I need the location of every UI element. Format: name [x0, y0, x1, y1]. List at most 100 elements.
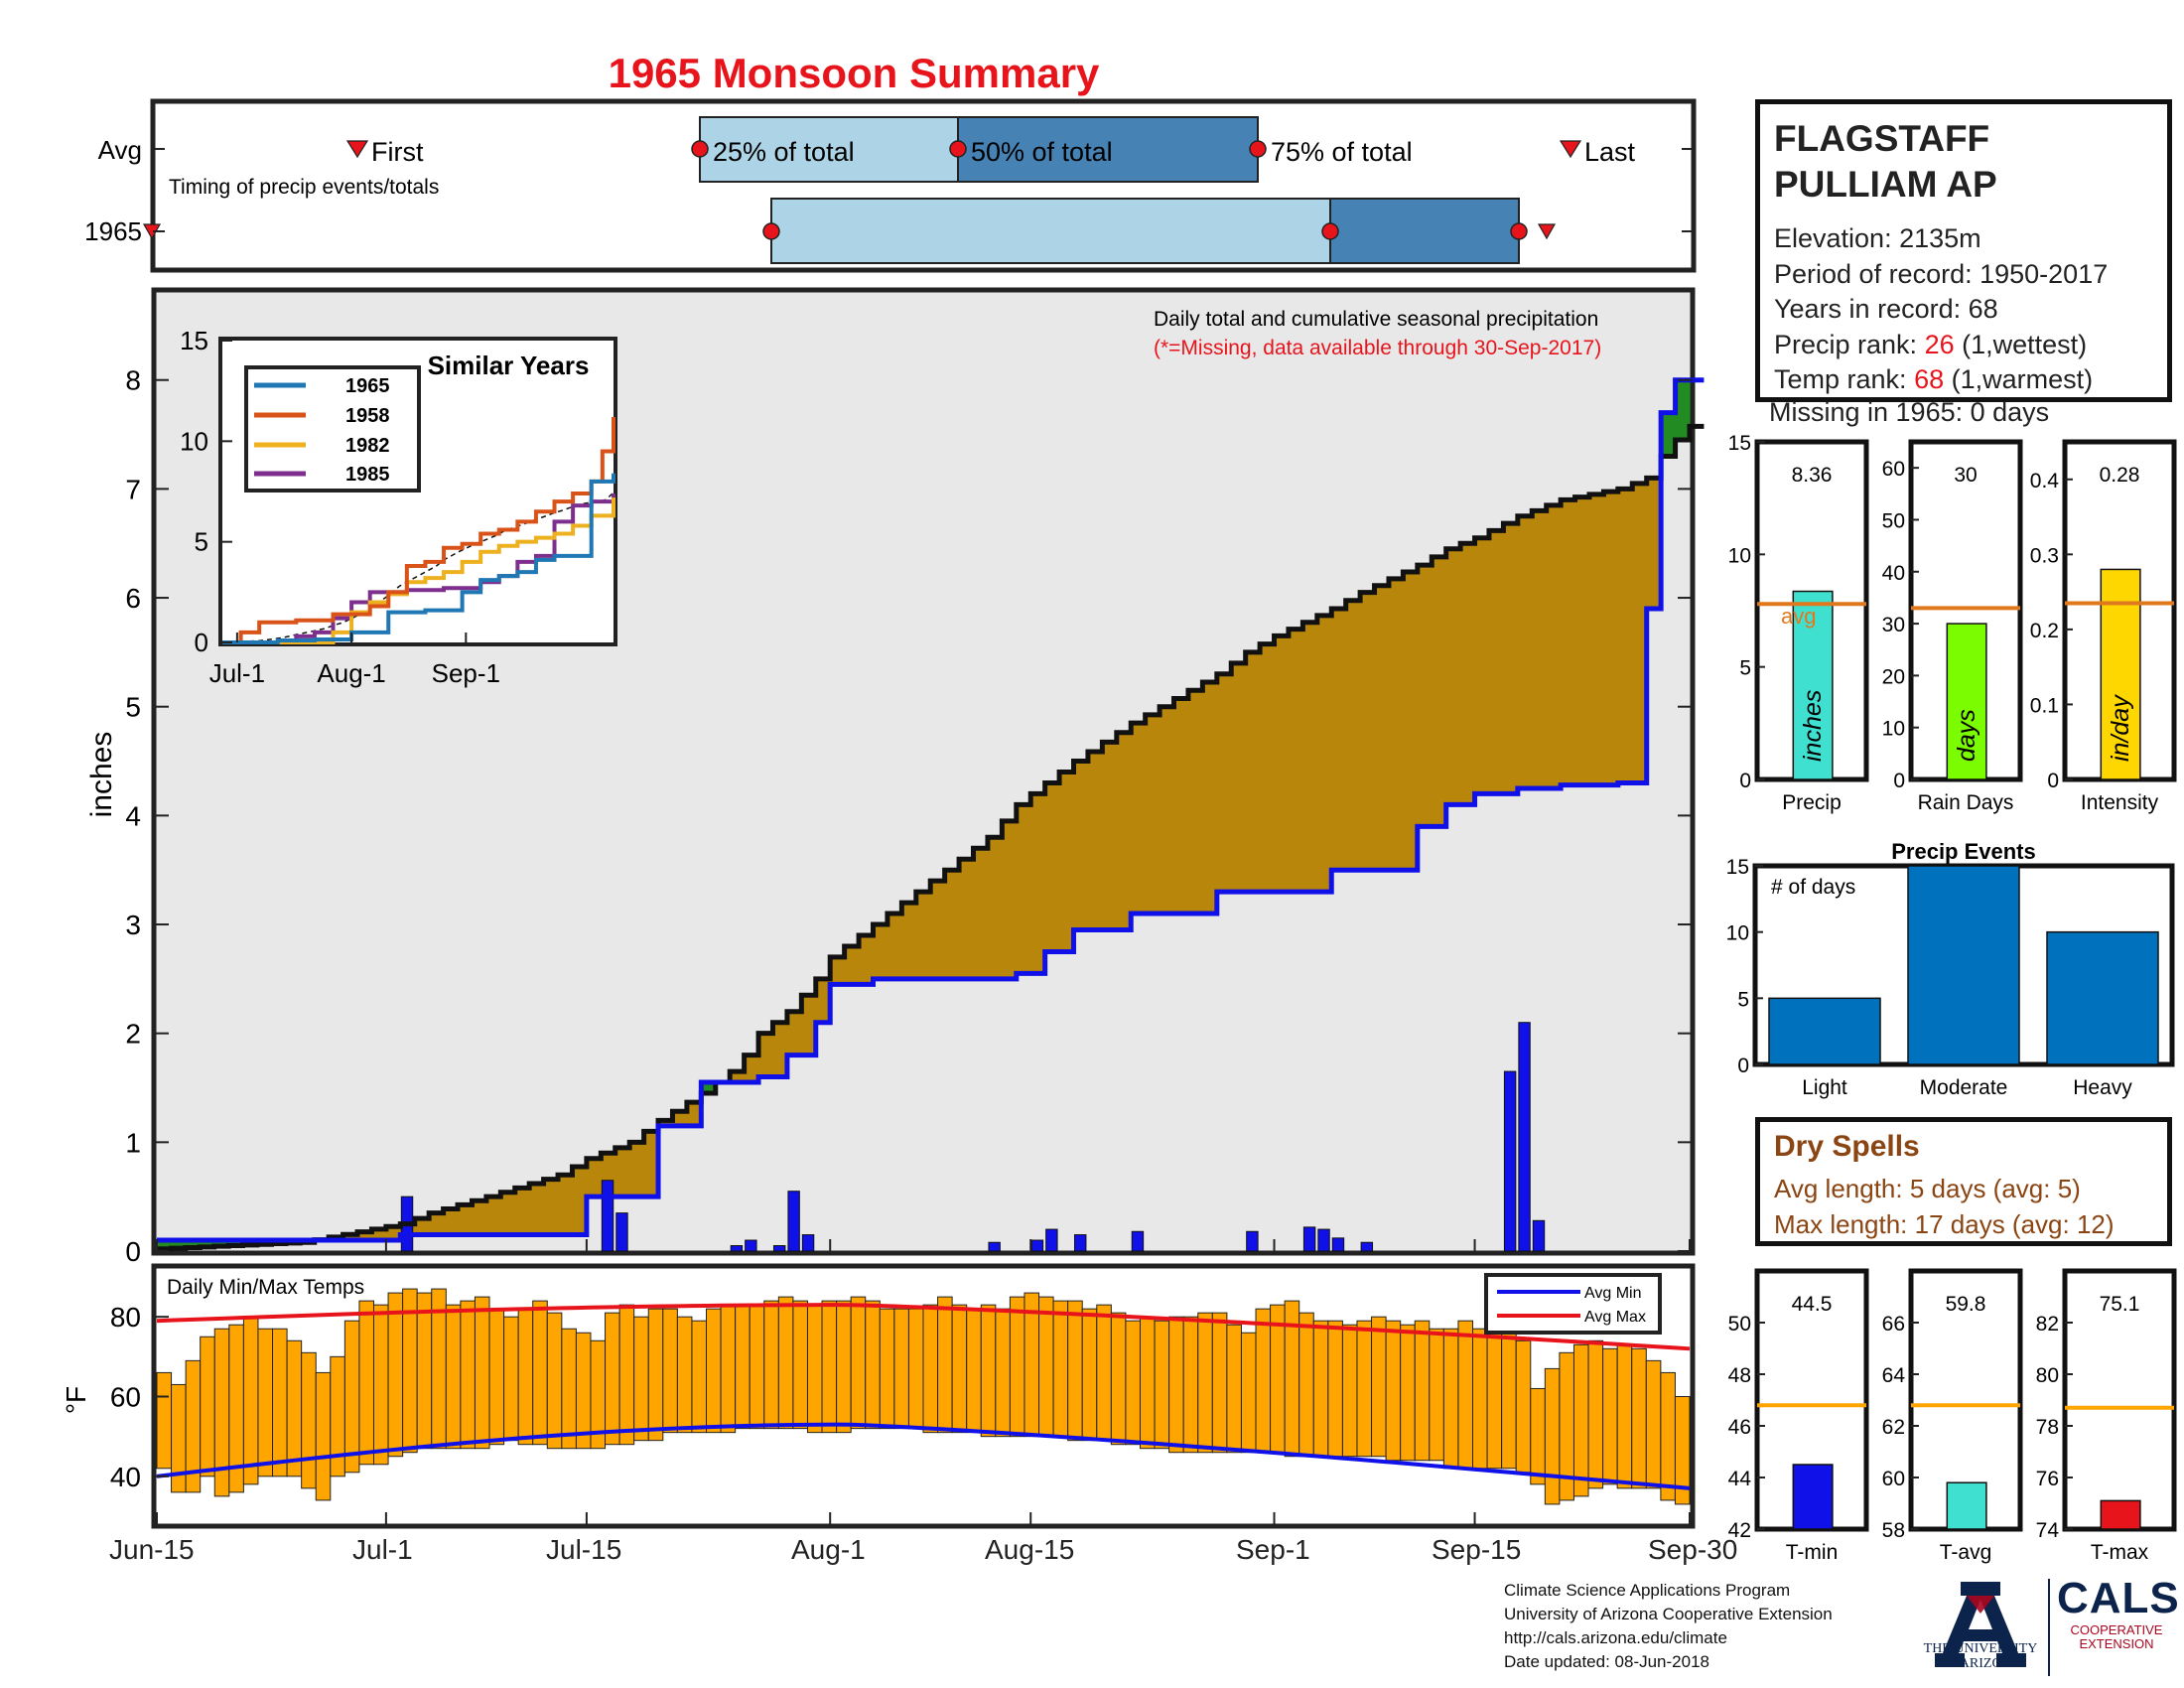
tmax-y-label: 82 — [2036, 1313, 2059, 1336]
fill-segment — [500, 1192, 516, 1235]
cals-logo: CALS COOPERATIVE EXTENSION — [2057, 1574, 2179, 1651]
daily-precip-bar — [1246, 1230, 1259, 1252]
intensity-y-label: 0.3 — [2030, 544, 2059, 567]
daily-precip-bar — [1045, 1228, 1058, 1252]
rain-days-y-label: 10 — [1882, 718, 1905, 741]
y-tick-label: 3 — [125, 910, 141, 940]
temp-bar — [821, 1300, 838, 1434]
rain-days-y-label: 40 — [1882, 562, 1905, 585]
fill-segment — [887, 914, 902, 979]
season-summary-bars: 0 5 10 15 avg 8.36 inches Precip 0 10 20 30 40 50 60 30… — [1728, 432, 2177, 814]
x-tick-jul1: Jul-1 — [352, 1534, 413, 1565]
station-elevation: Elevation: 2135m — [1774, 223, 1981, 253]
temp-bar — [922, 1304, 939, 1434]
temp-bar — [416, 1292, 433, 1450]
daily-precip-bar — [772, 1245, 786, 1252]
daily-temps-chart: 40 60 80 Daily Min/Max Temps °F Avg Min Av… — [61, 1263, 1696, 1529]
temp-bar — [1081, 1308, 1098, 1442]
main-data-layer — [157, 377, 1705, 1252]
fill-segment — [429, 1212, 445, 1235]
fill-segment — [185, 1240, 201, 1248]
fill-segment — [730, 1071, 746, 1083]
station-name-1: FLAGSTAFF — [1774, 118, 1990, 159]
precip-category-label: Precip — [1782, 791, 1842, 814]
avg-bar-50-75 — [957, 116, 1259, 183]
daily-precip-bar — [1331, 1237, 1345, 1252]
avg-first-label: First — [371, 137, 424, 167]
avg-last-marker — [1559, 140, 1582, 159]
fill-segment — [171, 1240, 187, 1249]
year-bar-50-75 — [1329, 198, 1520, 264]
fill-segment — [1288, 629, 1303, 893]
fill-segment — [1260, 643, 1276, 893]
temp-bar — [763, 1300, 779, 1430]
fill-segment — [200, 1240, 215, 1247]
temp-bar — [1226, 1324, 1242, 1454]
temp-bar — [1442, 1328, 1459, 1470]
rain-days-y-label: 60 — [1882, 458, 1905, 481]
station-missing: Missing in 1965: 0 days — [1769, 397, 2050, 427]
y-tick-label: 6 — [125, 583, 141, 614]
daily-precip-bar — [745, 1239, 757, 1252]
fill-segment — [1388, 578, 1405, 871]
tavg-y-label: 58 — [1882, 1519, 1905, 1542]
footer-url: http://cals.arizona.edu/climate — [1504, 1628, 1727, 1647]
fill-segment — [1417, 565, 1433, 827]
intensity-value-label: 0.28 — [2100, 464, 2140, 487]
temp-bar — [1312, 1320, 1329, 1458]
temp-bar — [474, 1296, 490, 1450]
temp-bar — [387, 1292, 404, 1458]
temp-bar — [343, 1320, 360, 1474]
fill-segment — [1345, 600, 1361, 871]
events-y-label: 5 — [1737, 988, 1749, 1011]
fill-segment — [1002, 820, 1018, 979]
x-tick-sep30: Sep-30 — [1648, 1534, 1738, 1565]
temp-y-label: 40 — [110, 1462, 141, 1492]
temp-bar — [1270, 1304, 1286, 1454]
rain-days-bar — [1946, 623, 1987, 780]
events-y-label: 0 — [1737, 1055, 1749, 1077]
fill-segment — [1331, 609, 1347, 871]
ua-logo-line2: OF ARIZONA — [1939, 1656, 2022, 1671]
temp-bar — [980, 1304, 997, 1438]
fill-segment — [987, 837, 1003, 979]
daily-precip-bar — [1131, 1230, 1145, 1252]
precip-y-label: 10 — [1728, 544, 1751, 567]
fill-segment — [658, 1120, 674, 1126]
fill-segment — [371, 1228, 387, 1241]
temp-bar — [1631, 1347, 1647, 1489]
temp-chart-title: Daily Min/Max Temps — [167, 1276, 364, 1299]
daily-precip-bar — [1503, 1070, 1517, 1252]
temp-bar — [1240, 1332, 1257, 1454]
fill-segment — [959, 859, 975, 979]
temp-bar — [1125, 1320, 1141, 1446]
footer-university: University of Arizona Cooperative Extens… — [1504, 1605, 1833, 1623]
fill-segment — [1661, 412, 1677, 457]
fill-segment — [443, 1208, 459, 1235]
fill-segment — [572, 1167, 588, 1235]
timing-panel: Avg 1965 Timing of precip events/totals … — [84, 98, 1697, 273]
precip-value-label: 8.36 — [1792, 464, 1833, 487]
fill-segment — [686, 1102, 702, 1126]
temp-bar — [575, 1332, 592, 1450]
footer-date: Date updated: 08-Jun-2018 — [1504, 1652, 1709, 1671]
tavg-y-label: 62 — [1882, 1416, 1905, 1439]
y-tick-label: 4 — [125, 800, 141, 831]
daily-precip-bar — [801, 1234, 815, 1252]
footer-text: Climate Science Applications Program Uni… — [1504, 1579, 1833, 1674]
temp-bar — [1154, 1320, 1170, 1450]
x-tick-sep15: Sep-15 — [1432, 1534, 1522, 1565]
inset-y-label: 15 — [180, 326, 208, 355]
events-title: Precip Events — [1891, 839, 2036, 864]
fill-segment — [701, 1082, 717, 1093]
legend-1958: 1958 — [345, 405, 390, 427]
temp-summary-bars: 42 44 46 48 50 44.5 T-min 58 60 62 64 66 59.8 T-avg 74… — [1728, 1268, 2177, 1564]
tmax-value-label: 75.1 — [2100, 1293, 2140, 1316]
fill-segment — [1016, 804, 1031, 974]
inset-x-label: Aug-1 — [317, 658, 385, 688]
temp-bar — [1544, 1367, 1561, 1505]
year-last-marker — [1537, 223, 1557, 240]
temp-bar — [445, 1304, 462, 1450]
temp-bar — [1009, 1296, 1025, 1438]
temp-bar — [1371, 1316, 1387, 1458]
